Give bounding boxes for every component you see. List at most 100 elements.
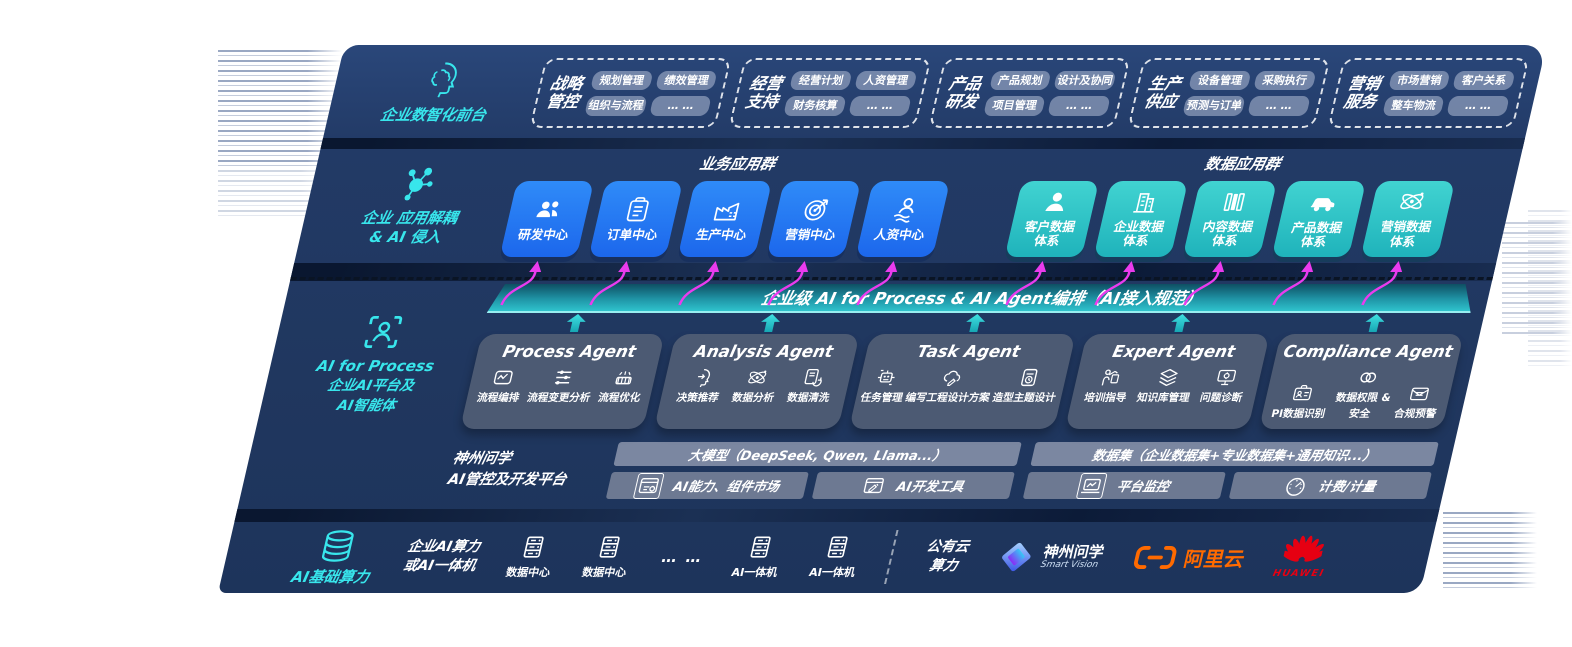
group-production: 生产 供应 设备管理 采购执行 预测与订单 … … [1127,58,1331,129]
data-marketing[interactable]: 营销数据 体系 [1360,180,1456,306]
trainer-icon [1097,367,1123,388]
huawei-petals-icon [1281,535,1326,567]
up-arrow-icon [564,314,587,332]
public-cloud-label: 公有云 算力 [924,539,971,575]
group-marketing: 营销 服务 市场营销 客户关系 整车物流 … … [1326,58,1530,129]
chip: 设计及协同 [1053,71,1117,91]
layer-separator [234,509,1440,522]
ai-process-rail: AI for Process 企业AI平台及 AI智能体 [275,284,483,416]
decoupling-rail: 企业 应用解耦 & AI 侵入 [310,151,514,263]
server-icon [744,534,776,560]
data-product[interactable]: 产品数据 体系 [1271,180,1367,306]
up-arrow-icon [1363,314,1386,332]
up-arrow-icon [1169,314,1192,332]
group-product: 产品 研发 产品规划 设计及协同 项目管理 … … [928,58,1131,129]
agent-capability: 合规预警 [1393,383,1444,420]
up-arrow-icon [964,314,987,332]
chip: 项目管理 [983,96,1046,116]
optimize-icon [611,367,637,388]
person-waves-icon [889,196,922,223]
group-title: 产品 研发 [942,74,984,112]
flow-arrow [1093,260,1135,306]
chip: 设备管理 [1188,71,1252,91]
brain-icon [418,61,465,99]
atom-icon [1395,188,1428,215]
process-agent-card[interactable]: Process Agent 流程编排 流程变更分析 流程优化 [459,334,666,430]
app-pen-icon [860,475,887,497]
link-icon [1355,367,1381,388]
chip: … … [1047,96,1111,116]
agent-capability: 数据权限 & 安全 [1331,367,1398,420]
chip: … … [848,96,912,116]
ai-process-label: AI for Process 企业AI平台及 AI智能体 [314,356,437,414]
agent-capability: 决策推荐 [675,367,726,404]
chip: … … [649,96,713,116]
ai-dev-tools[interactable]: AI开发工具 [811,472,1015,500]
agent-capability: 数据分析 [731,367,782,404]
analysis-agent-card[interactable]: Analysis Agent 决策推荐 数据分析 数据清洗 [654,334,860,430]
app-hr-center[interactable]: 人资中心 [855,180,951,306]
chip: 产品规划 [988,71,1052,91]
envelope-icon [1407,383,1433,404]
app-order-center[interactable]: 订单中心 [588,180,684,306]
dataset-bar: 数据集（企业数据集+专业数据集+通用知识...） [1030,442,1439,467]
expert-agent-card[interactable]: Expert Agent 培训指导 知识库管理 问题诊断 [1064,334,1270,430]
chip: 经营计划 [789,71,853,91]
chip: 人资管理 [854,71,918,91]
target-icon [800,196,833,223]
infra-rail: AI基础算力 [289,528,380,588]
agent-title: Analysis Agent [692,341,836,361]
business-app-group: 业务应用群 研发中心 订单中心 生产中心 [498,151,957,306]
gauge-icon [1282,475,1309,497]
agents-row: Process Agent 流程编排 流程变更分析 流程优化 Analysis … [459,334,1464,430]
data-customer[interactable]: 客户数据 体系 [1004,180,1100,306]
app-production-center[interactable]: 生产中心 [677,180,773,306]
group-operation: 经营 支持 经营计划 人资管理 财务核算 … … [728,58,932,129]
server-icon [822,534,854,560]
screen-gear-icon [1213,367,1239,388]
agent-capability: 流程优化 [597,367,648,404]
id-card-icon [1290,383,1316,404]
data-enterprise[interactable]: 企业数据 体系 [1093,180,1189,306]
doc-refresh-icon [800,367,826,388]
ai-appliance-node: AI一体机 [807,534,863,580]
user-icon [1040,189,1072,215]
ai-capability-market[interactable]: AI能力、组件市场 [605,472,809,500]
enterprise-compute-label: 企业AI算力 或AI一体机 [401,539,482,575]
infra-label: AI基础算力 [289,567,372,586]
molecule-icon [395,166,439,202]
chip: 规划管理 [590,71,654,91]
team-icon [533,196,566,223]
chip: 整车物流 [1381,96,1445,116]
chip: 采购执行 [1253,71,1317,91]
dashed-divider [884,530,899,585]
billing-metering[interactable]: 计费/计量 [1228,472,1432,500]
app-gear-icon [632,472,665,499]
app-rd-center[interactable]: 研发中心 [499,180,595,306]
agent-capability: 编写工程设计方案 [904,367,997,404]
ai-appliance-node: AI一体机 [730,534,786,580]
layer-infrastructure: AI基础算力 企业AI算力 或AI一体机 数据中心 数据中心 … … AI一体机 … [218,522,1436,593]
agent-capability: 问题诊断 [1199,367,1250,404]
layer-front-office: 企业数智化前台 战略 管控 规划管理 绩效管理 组织与流程 … … 经营 支持 经营… [323,45,1546,138]
decoupling-label: 企业 应用解耦 & AI 侵入 [359,208,460,247]
data-content[interactable]: 内容数据 体系 [1182,180,1278,306]
stripe-decoration-bottom-right [1443,512,1537,592]
task-agent-card[interactable]: Task Agent 任务管理 编写工程设计方案 造型主题设计 [848,334,1076,430]
flow-arrow [1271,260,1313,306]
monitor-icon [1076,472,1109,499]
chip: 组织与流程 [584,96,648,116]
platform-monitor[interactable]: 平台监控 [1022,472,1226,500]
front-office-rail: 企业数智化前台 [342,61,535,126]
aliyun-logo: 阿里云 [1131,543,1248,572]
ellipsis: … … [659,548,706,567]
compliance-agent-card[interactable]: Compliance Agent PI数据识别 数据权限 & 安全 合规预警 [1258,334,1464,430]
app-marketing-center[interactable]: 营销中心 [766,180,862,306]
person-scan-icon [361,314,405,350]
chart-box-icon [490,367,516,388]
factory-icon [711,196,744,223]
server-icon [518,534,550,560]
group-title: 战略 管控 [544,74,585,112]
layers-icon [1155,367,1181,388]
